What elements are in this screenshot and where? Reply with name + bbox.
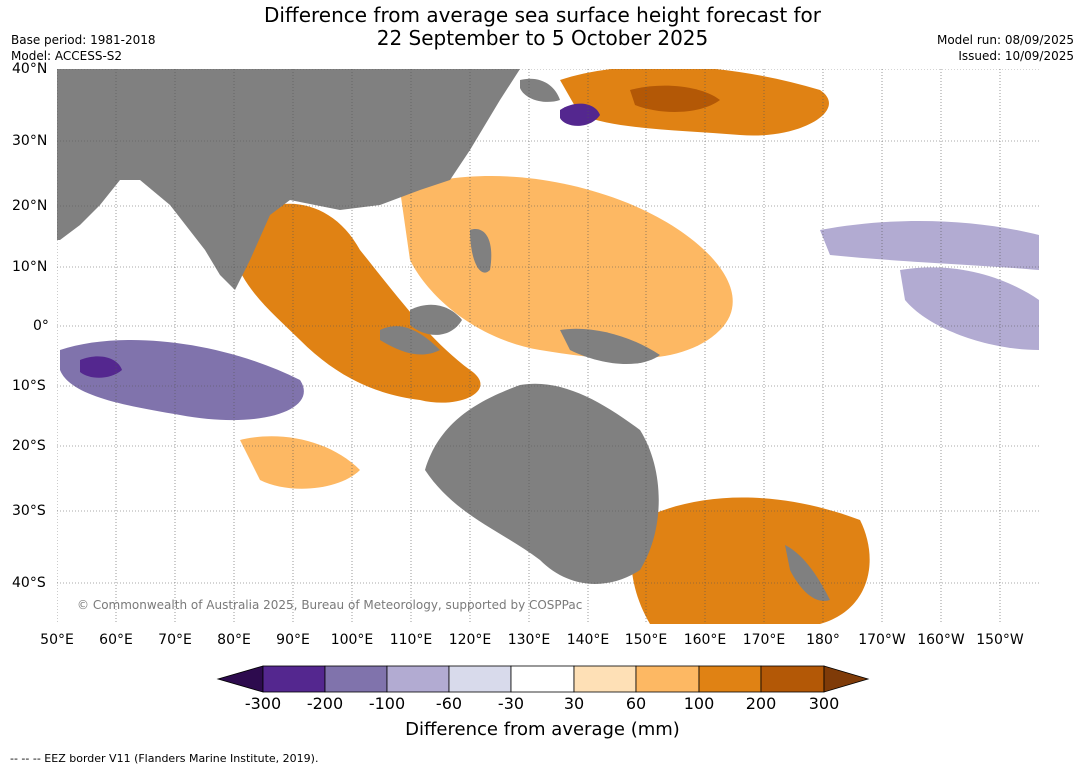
philippines-land — [470, 229, 492, 273]
colorbar-swatch — [698, 665, 762, 693]
anomaly-region-south-indian-positive — [240, 436, 360, 489]
lat-label: 20°S — [12, 438, 46, 454]
anomaly-region-indian-negative — [60, 340, 304, 421]
lon-label: 160°E — [683, 632, 727, 648]
lon-label: 150°E — [624, 632, 668, 648]
title-line-2: 22 September to 5 October 2025 — [376, 26, 709, 50]
borneo-land — [410, 304, 462, 335]
lon-label: 70°E — [158, 632, 192, 648]
anomaly-region-tasman-positive — [631, 497, 870, 624]
anomaly-region-indian-strong-negative — [80, 356, 122, 378]
lon-label: 120°E — [448, 632, 492, 648]
lon-label: 130°E — [507, 632, 551, 648]
model-name: Model: ACCESS-S2 — [11, 49, 123, 63]
lat-label: 20°N — [12, 198, 48, 214]
lon-label: 90°E — [276, 632, 310, 648]
anomaly-region-japan-strong — [630, 85, 720, 112]
lon-label: 50°E — [40, 632, 74, 648]
colorbar-swatch — [635, 665, 700, 693]
lon-label: 170°E — [742, 632, 786, 648]
new-zealand-land — [785, 545, 830, 601]
lon-label: 110°E — [389, 632, 433, 648]
colorbar-label: Difference from average (mm) — [405, 719, 680, 740]
asia-land — [57, 69, 520, 290]
lat-label: 40°N — [12, 61, 48, 77]
map-area — [57, 69, 1039, 624]
colorbar-tick: 200 — [745, 694, 777, 713]
lon-label: 60°E — [99, 632, 133, 648]
run-info: Model run: 08/09/2025 Issued: 10/09/2025 — [937, 32, 1074, 64]
colorbar — [216, 665, 870, 693]
colorbar-swatch — [573, 665, 637, 693]
colorbar-swatch — [386, 665, 450, 693]
colorbar-tick: 100 — [683, 694, 715, 713]
lon-label: 150°W — [976, 632, 1024, 648]
colorbar-swatch — [510, 665, 575, 693]
australia-land — [425, 383, 659, 584]
anomaly-region-west-pacific-positive — [400, 176, 733, 359]
copyright-notice: © Commonwealth of Australia 2025, Bureau… — [77, 598, 583, 612]
eez-legend-note: -- -- -- EEZ border V11 (Flanders Marine… — [10, 752, 319, 765]
map-title: Difference from average sea surface heig… — [0, 4, 1085, 50]
land-masses — [57, 69, 830, 601]
lon-label: 100°E — [330, 632, 374, 648]
new-guinea-land — [560, 328, 660, 365]
lon-label: 140°E — [566, 632, 610, 648]
colorbar-tick: 30 — [563, 694, 585, 713]
sumatra-land — [380, 326, 440, 355]
lon-label: 160°W — [917, 632, 965, 648]
lat-label: 30°N — [12, 133, 48, 149]
colorbar-swatch — [760, 665, 825, 693]
colorbar-tick: 60 — [625, 694, 647, 713]
anomaly-region-central-pacific-negative — [820, 220, 1039, 270]
title-line-1: Difference from average sea surface heig… — [263, 3, 822, 27]
lon-label: 180° — [806, 632, 840, 648]
colorbar-tick: -60 — [435, 694, 463, 713]
lon-label: 170°W — [858, 632, 906, 648]
colorbar-extend-low — [216, 665, 264, 693]
issued-date: Issued: 10/09/2025 — [958, 49, 1074, 63]
lat-label: 0° — [33, 318, 49, 334]
model-run: Model run: 08/09/2025 — [936, 33, 1074, 47]
colorbar-tick: -30 — [497, 694, 525, 713]
lat-label: 10°S — [12, 378, 46, 394]
lat-label: 10°N — [12, 259, 48, 275]
anomaly-region-kuroshio-negative — [560, 103, 600, 126]
lat-label: 30°S — [12, 503, 46, 519]
base-period: Base period: 1981-2018 — [11, 33, 156, 47]
colorbar-tick: -300 — [244, 694, 282, 713]
lon-label: 80°E — [217, 632, 251, 648]
colorbar-swatch — [448, 665, 512, 693]
anomaly-region-east-pacific-negative — [900, 267, 1039, 350]
lat-label: 40°S — [12, 575, 46, 591]
colorbar-tick: -100 — [368, 694, 406, 713]
colorbar-tick: 300 — [808, 694, 840, 713]
colorbar-extend-high — [823, 665, 870, 693]
japan-land — [520, 78, 560, 102]
model-info: Base period: 1981-2018 Model: ACCESS-S2 — [11, 32, 156, 64]
colorbar-swatch — [262, 665, 326, 693]
graticule — [57, 69, 1039, 624]
colorbar-swatch — [324, 665, 388, 693]
colorbar-tick: -200 — [306, 694, 344, 713]
